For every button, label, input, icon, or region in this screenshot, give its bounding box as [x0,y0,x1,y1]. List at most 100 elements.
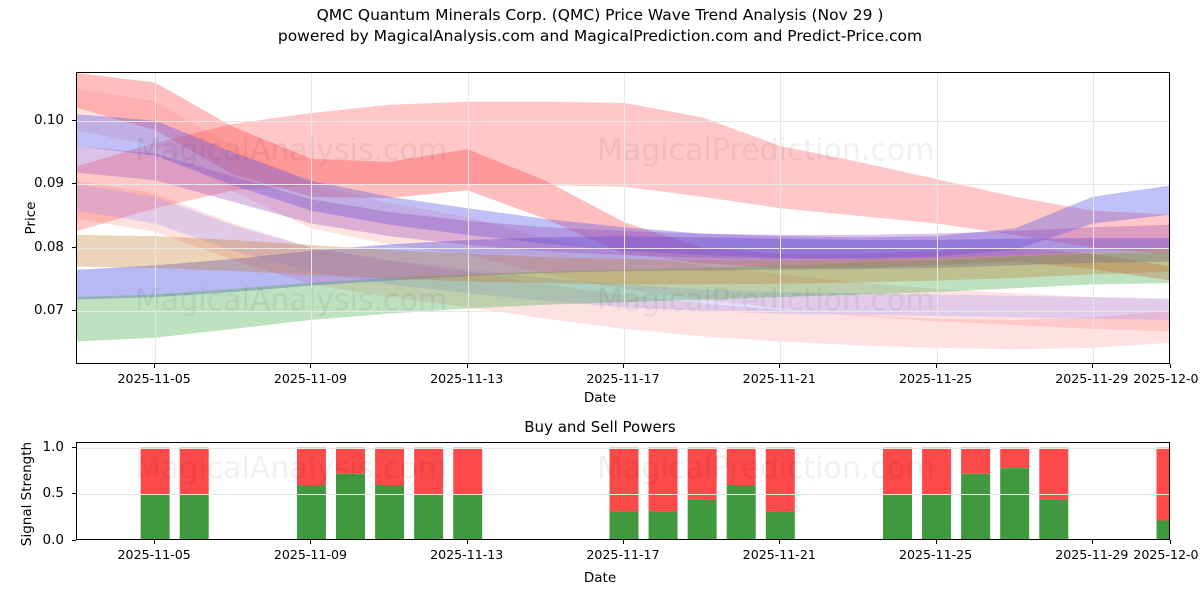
x-tick-mark [154,540,156,544]
sell-power-bar [336,447,365,474]
x-tick-label: 2025-12-01 [1133,371,1200,386]
buy-power-bar [336,473,365,539]
x-tick-label: 2025-11-05 [117,371,191,386]
page-title: QMC Quantum Minerals Corp. (QMC) Price W… [0,5,1200,47]
price-y-tick-label: 0.10 [33,111,64,128]
price-gridline-v [155,73,157,363]
x-tick-mark [623,540,624,544]
buy-power-bar [453,494,483,539]
sell-power-bar [1000,447,1030,469]
x-tick-label: 2025-11-21 [742,547,816,562]
x-tick-mark [1170,540,1171,544]
x-tick-label: 2025-11-21 [742,371,816,386]
x-tick-mark [1091,364,1093,368]
x-tick-mark [779,540,781,544]
buy-power-bar [414,494,444,539]
sell-power-bar [765,447,795,512]
price-gridline-v [936,73,938,363]
wave-band-orange-brown-right [77,234,1169,285]
sell-power-bar [375,447,405,485]
signal-y-tick-mark [72,493,76,495]
buy-power-bar [1039,499,1069,539]
sell-power-bar [453,447,483,495]
signal-y-tick-label: 0.5 [42,485,64,502]
x-tick-label: 2025-11-25 [898,547,973,562]
signal-y-tick-label: 1.0 [42,438,64,455]
sell-power-bar [961,447,991,474]
buy-power-bar [375,485,405,539]
sell-power-bar [179,447,209,495]
signal-chart-title: Buy and Sell Powers [524,418,676,436]
signal-gridline-h [77,447,1169,449]
sell-power-bar [1156,447,1169,521]
price-gridline-h [77,247,1169,249]
buy-power-bar [922,494,952,539]
buy-power-bar [609,511,639,539]
price-gridline-v [1092,73,1094,363]
price-y-tick-label: 0.09 [33,175,64,192]
buy-power-bar [687,499,717,539]
x-tick-mark [310,364,312,368]
sell-power-bar [922,447,952,495]
x-tick-label: 2025-11-09 [273,547,348,562]
buy-power-bar [961,473,991,539]
buy-power-bar [648,511,678,539]
title-line-2: powered by MagicalAnalysis.com and Magic… [277,27,923,45]
buy-power-bar [179,494,209,539]
price-gridline-v [780,73,782,363]
price-gridline-h [77,184,1169,186]
price-chart-x-axis-label: Date [583,390,617,406]
wave-band-red-bottom-faint [77,180,1169,350]
price-y-tick-mark [72,310,76,312]
signal-bars [140,447,1169,539]
buy-power-bar [883,494,912,539]
x-tick-mark [623,364,624,368]
x-tick-label: 2025-11-29 [1055,547,1129,562]
signal-y-tick-label: 0.0 [42,532,64,548]
price-gridline-h [77,120,1169,122]
sell-power-bar [609,447,639,512]
x-tick-label: 2025-11-17 [586,371,660,386]
buy-power-bar [1156,520,1169,539]
wave-band-blue-low-pale [77,184,1169,320]
sell-power-bar [140,447,170,495]
price-gridline-h [77,311,1169,313]
wave-band-red-pale-lower [77,88,1169,332]
x-tick-label: 2025-12-01 [1133,547,1200,562]
x-tick-mark [779,364,781,368]
price-y-tick-mark [72,183,76,185]
x-tick-label: 2025-11-09 [273,371,348,386]
wave-band-blue-mid [77,236,1169,300]
price-y-tick-label: 0.08 [33,238,64,255]
x-tick-label: 2025-11-13 [430,547,504,562]
price-wave-bands [77,73,1169,350]
price-y-tick-mark [72,119,76,121]
x-tick-label: 2025-11-05 [117,547,191,562]
x-tick-mark [466,364,468,368]
x-tick-label: 2025-11-29 [1055,371,1129,386]
price-y-tick-mark [72,246,76,248]
x-tick-mark [310,540,312,544]
sell-power-bar [1039,447,1069,500]
sell-power-bar [726,447,756,485]
price-gridline-v [467,73,469,363]
sell-power-bar [414,447,444,495]
x-tick-mark [1091,540,1093,544]
x-tick-mark [154,364,156,368]
sell-power-bar [883,447,912,495]
x-tick-label: 2025-11-13 [430,371,504,386]
buy-power-bar [1000,468,1030,539]
wave-band-green-lower [77,252,1169,342]
x-tick-label: 2025-11-17 [586,547,660,562]
wave-band-red-steep-descend [77,73,1169,281]
signal-y-tick-mark [72,446,76,448]
signal-chart-y-axis-label: Signal Strength [19,441,35,547]
x-tick-mark [935,364,937,368]
signal-chart-plot-area: MagicalAnalysis.com MagicalPrediction.co… [76,442,1170,540]
sell-power-bar [687,447,717,500]
price-chart-y-axis-label: Price [23,201,39,235]
x-tick-mark [1170,364,1171,368]
price-gridline-v [624,73,625,363]
signal-y-tick-mark [72,540,76,541]
